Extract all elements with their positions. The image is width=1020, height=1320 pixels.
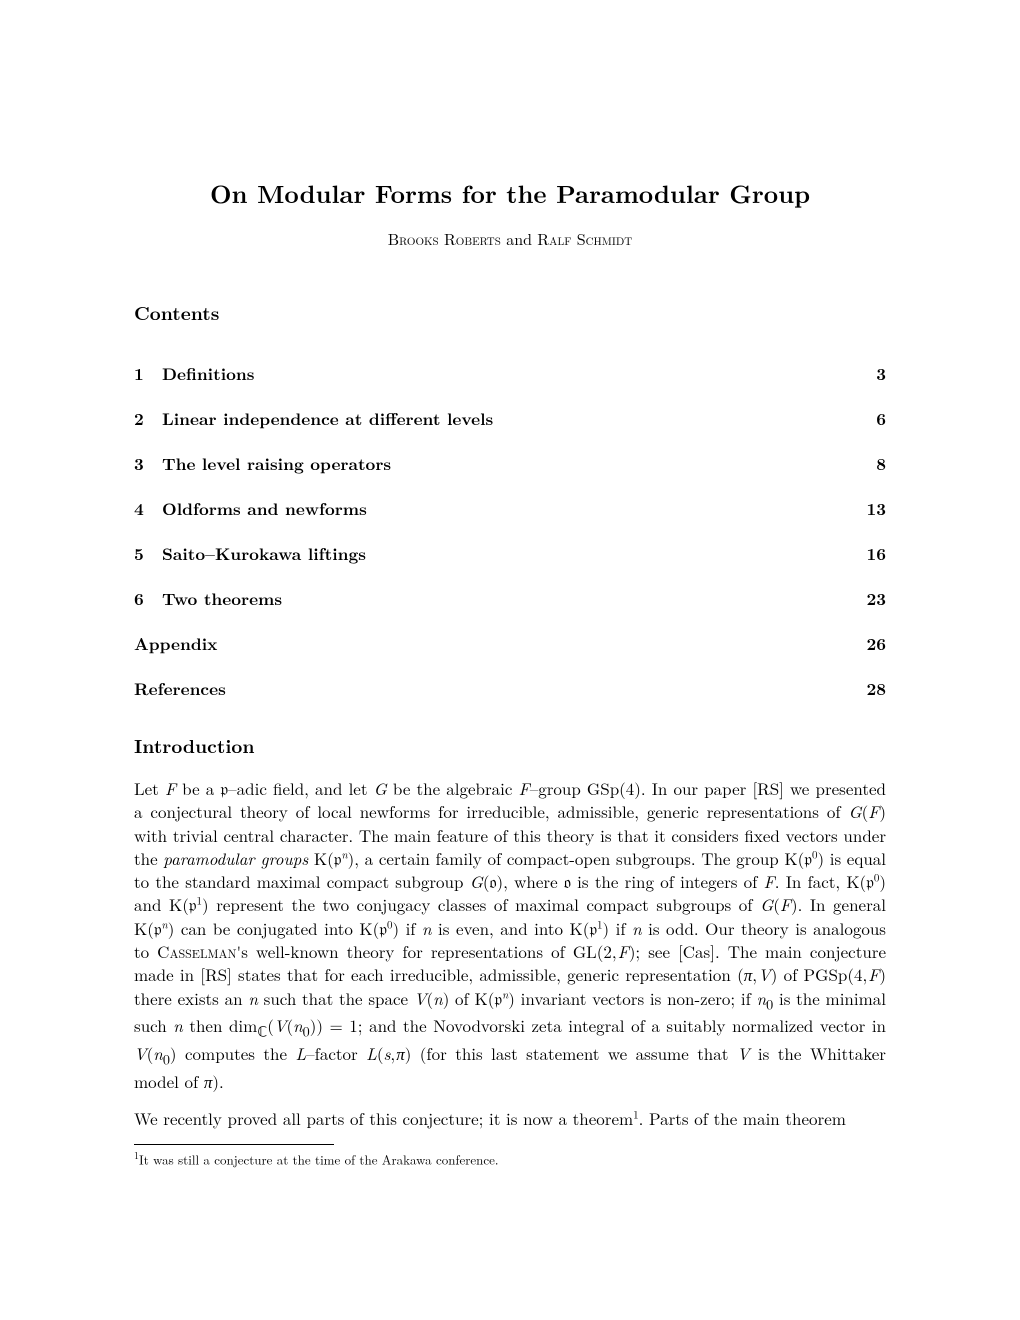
toc-page: 28 [854, 677, 886, 701]
toc-number: 5 [134, 542, 162, 566]
toc-title: Oldforms and newforms [162, 497, 854, 521]
toc-page: 8 [864, 452, 886, 476]
toc-page: 23 [854, 587, 886, 611]
toc-entry: 1 Definitions 3 [134, 362, 886, 386]
toc-entry: References 28 [134, 677, 886, 701]
toc-number: 1 [134, 362, 162, 386]
footnote-1: 1It was still a conjecture at the time o… [134, 1149, 886, 1168]
toc-page: 13 [854, 497, 886, 521]
toc-number: 6 [134, 587, 162, 611]
intro-paragraph-2: We recently proved all parts of this con… [134, 1107, 886, 1130]
toc-title: Linear independence at different levels [162, 407, 864, 431]
intro-paragraph-1: Let F be a 𝔭–adic field, and let G be th… [134, 777, 886, 1093]
table-of-contents: 1 Definitions 3 2 Linear independence at… [134, 362, 886, 701]
toc-page: 16 [854, 542, 886, 566]
paper-authors: Brooks Roberts and Ralf Schmidt [134, 227, 886, 250]
toc-number: 2 [134, 407, 162, 431]
toc-title: Appendix [134, 632, 854, 656]
toc-page: 3 [864, 362, 886, 386]
toc-title: Two theorems [162, 587, 854, 611]
toc-entry: 2 Linear independence at different level… [134, 407, 886, 431]
toc-number: 3 [134, 452, 162, 476]
toc-entry: 6 Two theorems 23 [134, 587, 886, 611]
toc-title: The level raising operators [162, 452, 864, 476]
toc-number: 4 [134, 497, 162, 521]
toc-title: References [134, 677, 854, 701]
toc-entry: 5 Saito–Kurokawa liftings 16 [134, 542, 886, 566]
toc-entry: 4 Oldforms and newforms 13 [134, 497, 886, 521]
toc-entry: 3 The level raising operators 8 [134, 452, 886, 476]
toc-title: Definitions [162, 362, 864, 386]
toc-page: 26 [854, 632, 886, 656]
paper-title: On Modular Forms for the Paramodular Gro… [134, 176, 886, 211]
footnote-rule [134, 1144, 334, 1145]
introduction-heading: Introduction [134, 731, 886, 759]
toc-page: 6 [864, 407, 886, 431]
toc-title: Saito–Kurokawa liftings [162, 542, 854, 566]
toc-entry: Appendix 26 [134, 632, 886, 656]
contents-heading: Contents [134, 298, 886, 326]
